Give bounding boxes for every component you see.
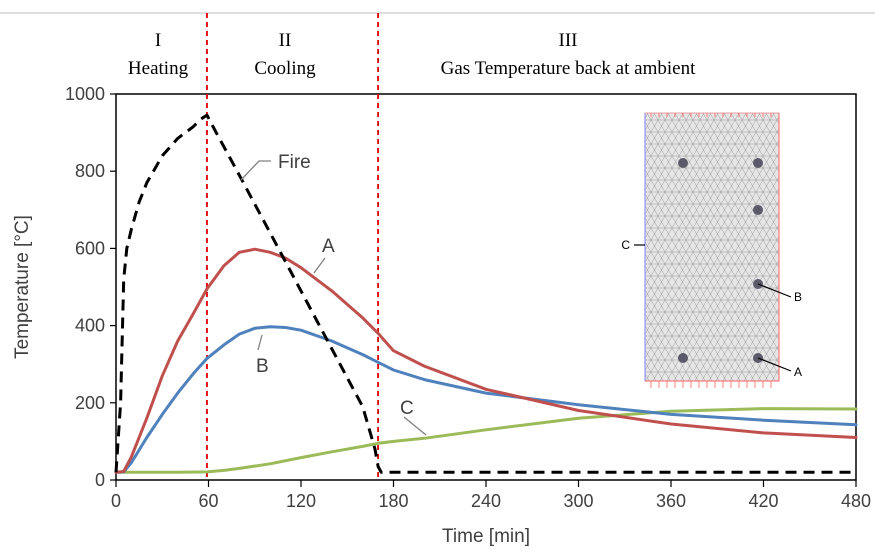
b-callout-leader: [257, 334, 263, 351]
phase-1-name: Heating: [128, 58, 189, 79]
c-callout-label: C: [400, 398, 414, 419]
a-callout-label: A: [322, 236, 335, 257]
y-tick-label: 800: [75, 161, 105, 181]
x-tick-label: 180: [378, 491, 408, 511]
series-line-a: [114, 247, 858, 474]
phase-boundaries: [206, 13, 379, 480]
series-line-c: [114, 407, 858, 474]
x-tick-label: 240: [471, 491, 501, 511]
y-tick-label: 1000: [65, 84, 105, 104]
rebar: [678, 158, 688, 168]
rebar: [753, 158, 763, 168]
axis-ticks: 0 60 120 180 240 300 360 420 480 0 200 400 600 800 100…: [65, 84, 871, 511]
data-series: [114, 113, 858, 474]
x-tick-label: 480: [841, 491, 871, 511]
y-tick-label: 0: [95, 470, 105, 490]
mesh-panel: [644, 112, 780, 382]
y-axis-title: Temperature [°C]: [12, 215, 33, 359]
y-tick-label: 600: [75, 238, 105, 258]
x-tick-label: 360: [656, 491, 686, 511]
x-tick-label: 0: [111, 491, 121, 511]
series-line-b: [114, 325, 858, 474]
x-tick-label: 420: [748, 491, 778, 511]
x-tick-label: 120: [286, 491, 316, 511]
rebar: [678, 353, 688, 363]
series-line-fire: [114, 113, 856, 474]
inset-cross-section: C B A: [621, 112, 802, 388]
phase-headings: I Heating II Cooling III Gas Temperature…: [128, 30, 696, 79]
fire-callout-label: Fire: [278, 152, 311, 173]
boundary-arrows: [650, 113, 772, 388]
point-a-leader: [757, 357, 792, 372]
x-axis-title: Time [min]: [442, 526, 530, 547]
fire-callout-leader: [240, 160, 271, 181]
rebar: [753, 205, 763, 215]
x-tick-label: 300: [563, 491, 593, 511]
point-b-label: B: [794, 290, 802, 304]
phase-3-name: Gas Temperature back at ambient: [441, 58, 696, 79]
x-tick-label: 60: [198, 491, 218, 511]
a-callout-leader: [313, 257, 326, 274]
point-a-label: A: [794, 365, 802, 379]
c-callout-leader: [403, 416, 427, 436]
y-tick-label: 400: [75, 316, 105, 336]
phase-3-numeral: III: [559, 30, 578, 51]
b-callout-label: B: [256, 356, 269, 377]
y-tick-label: 200: [75, 393, 105, 413]
phase-1-numeral: I: [155, 30, 161, 51]
point-b-leader: [757, 283, 792, 298]
point-c-label: C: [621, 238, 630, 252]
series-callouts: Fire A B C: [240, 152, 427, 436]
phase-2-name: Cooling: [254, 58, 316, 79]
phase-2-numeral: II: [279, 30, 292, 51]
